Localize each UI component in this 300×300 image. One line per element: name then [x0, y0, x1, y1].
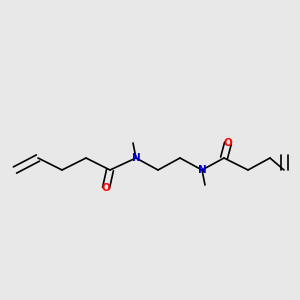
Text: N: N [198, 165, 206, 175]
Text: N: N [132, 153, 140, 163]
Text: O: O [102, 183, 110, 193]
Text: O: O [224, 138, 232, 148]
